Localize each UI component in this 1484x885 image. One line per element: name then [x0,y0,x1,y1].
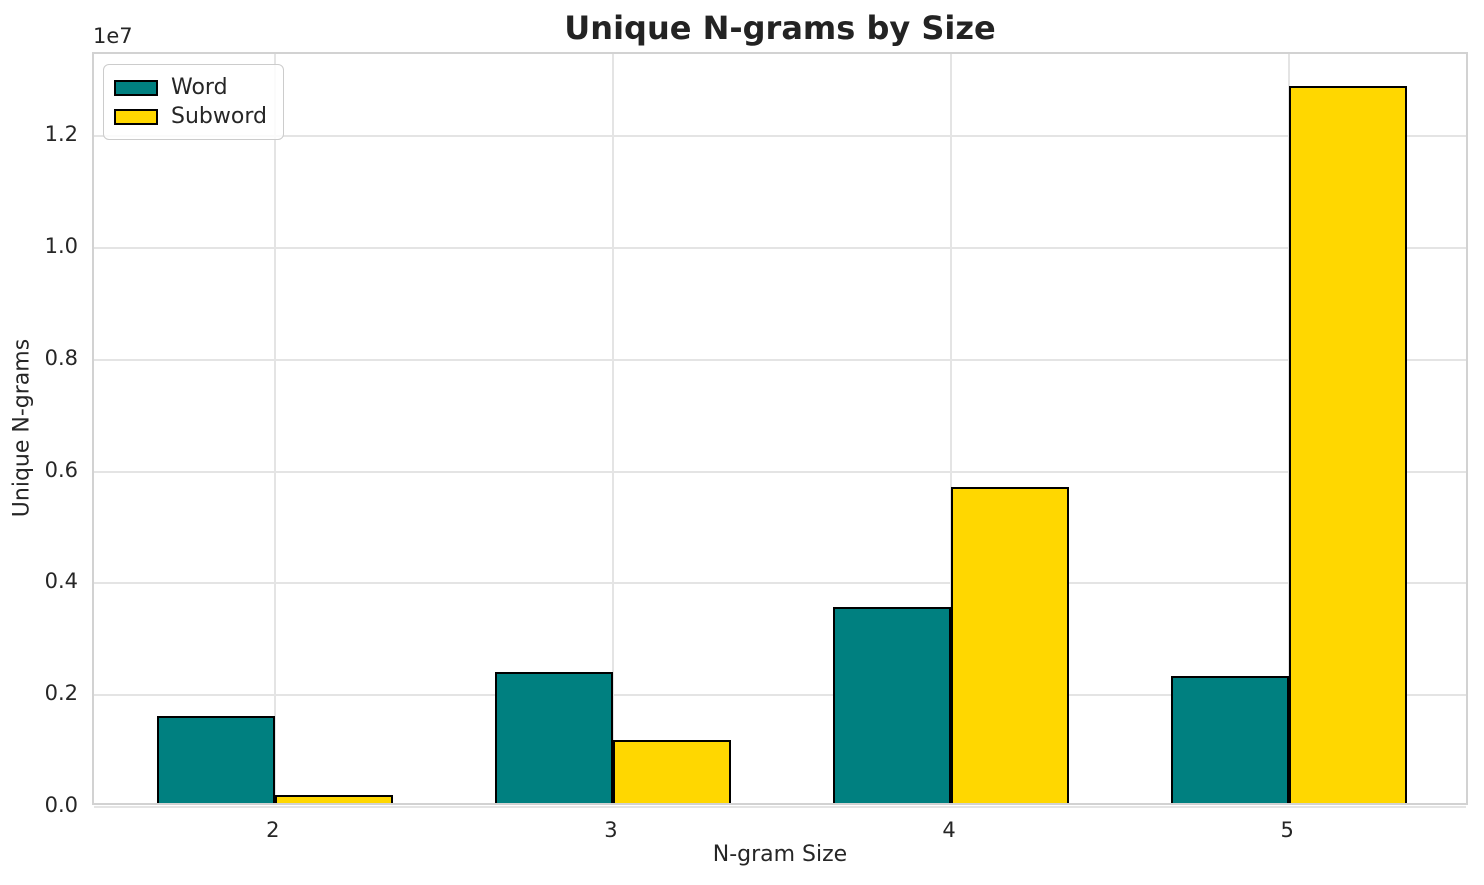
vertical-gridline [950,54,953,803]
horizontal-gridline [94,470,1466,473]
bar-word-2 [156,716,275,803]
y-tick-label: 0.0 [44,793,78,817]
horizontal-gridline [94,358,1466,361]
y-tick-label: 0.8 [44,345,78,370]
vertical-gridline [273,54,276,803]
word-swatch-icon [114,79,158,96]
y-tick-label: 0.2 [44,681,78,706]
x-tick-label: 4 [942,818,956,842]
x-axis-label: N-gram Size [712,842,848,867]
subword-swatch-icon [114,108,158,125]
horizontal-gridline [94,246,1466,249]
vertical-gridline [611,54,614,803]
x-tick-label: 5 [1280,818,1294,842]
bar-word-4 [832,607,952,803]
y-tick-label: 1.0 [44,233,78,258]
bar-subword-3 [612,740,732,803]
x-tick-label: 2 [266,818,280,842]
plot-area: Word Subword [92,52,1468,808]
bar-subword-2 [274,795,394,803]
y-tick-label: 1.2 [44,122,78,147]
bar-subword-5 [1289,86,1408,803]
y-tick-label: 0.4 [44,569,78,594]
bar-word-3 [494,672,613,803]
x-tick-label: 3 [604,818,618,842]
bar-subword-4 [951,487,1070,803]
y-axis-offset-text: 1e7 [93,24,133,48]
horizontal-gridline [94,694,1466,697]
legend-label: Word [171,75,228,100]
legend: Word Subword [103,64,284,140]
legend-item-word: Word [114,73,267,102]
chart-title: Unique N-grams by Size [564,9,996,47]
horizontal-gridline [94,582,1466,585]
bar-word-5 [1170,676,1290,803]
horizontal-gridline [94,135,1466,138]
y-tick-label: 0.6 [44,457,78,482]
horizontal-gridline [94,806,1466,808]
legend-item-subword: Subword [114,102,267,131]
legend-label: Subword [171,104,267,129]
